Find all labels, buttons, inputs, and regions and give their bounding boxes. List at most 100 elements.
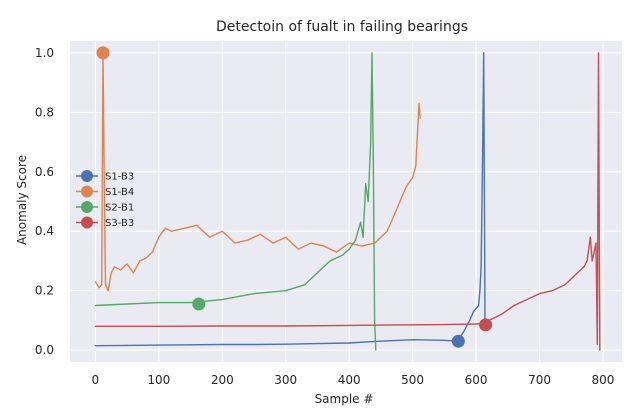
data-point-s1-b4 — [120, 269, 122, 271]
data-point-s1-b3 — [412, 339, 414, 341]
data-point-s1-b4 — [110, 272, 112, 274]
data-point-s1-b4 — [348, 242, 350, 244]
data-point-s3-b3 — [538, 293, 541, 295]
data-point-s1-b4 — [392, 215, 395, 217]
data-point-s1-b4 — [272, 242, 274, 244]
data-point-s1-b3 — [462, 331, 464, 333]
data-point-s1-b4 — [285, 236, 287, 238]
data-point-s2-b1 — [158, 301, 160, 304]
data-point-s3-b3 — [597, 52, 600, 54]
data-point-s1-b3 — [285, 343, 287, 345]
data-point-s1-b3 — [443, 339, 445, 341]
data-point-s3-b3 — [500, 313, 503, 316]
data-point-s2-b1 — [285, 290, 287, 292]
data-point-s1-b4 — [145, 257, 147, 259]
data-point-s2-b1 — [362, 236, 364, 238]
data-point-s3-b3 — [593, 251, 595, 253]
data-point-s1-b4 — [113, 266, 116, 268]
data-point-s3-b3 — [285, 325, 287, 327]
data-point-s2-b1 — [189, 301, 192, 304]
legend-marker-s2-b1 — [81, 201, 93, 213]
plot-area — [70, 41, 622, 362]
data-point-s1-b4 — [297, 248, 300, 250]
data-point-s1-b4 — [412, 177, 414, 179]
x-tick-label: 500 — [401, 373, 424, 387]
series-line-s2-b1 — [95, 52, 377, 351]
data-point-s1-b4 — [259, 233, 261, 235]
data-point-s1-b4 — [399, 200, 401, 203]
data-point-s3-b3 — [348, 324, 350, 327]
data-point-s1-b4 — [323, 245, 325, 247]
data-point-s1-b4 — [164, 227, 166, 229]
data-point-s3-b3 — [94, 325, 96, 327]
legend-marker-s1-b4 — [81, 185, 93, 198]
x-tick-label: 700 — [528, 373, 551, 387]
data-point-s2-b1 — [370, 141, 372, 143]
x-tick-label: 200 — [211, 373, 234, 387]
data-point-s1-b4 — [196, 224, 198, 226]
data-point-s1-b4 — [221, 230, 223, 232]
y-tick-label: 0.6 — [35, 165, 54, 179]
tick-labels: 0 100 200 300 400 500 600 700 800 0.0 0.2 0.4 0.6 0.8… — [35, 46, 615, 387]
data-point-s1-b3 — [189, 344, 192, 346]
legend-label-s3-b3: S3-B3 — [105, 218, 134, 229]
series-markers — [96, 46, 493, 348]
y-tick-label: 0.8 — [35, 105, 54, 119]
data-point-s1-b4 — [234, 242, 236, 244]
legend-label-s1-b4: S1-B4 — [105, 187, 134, 198]
data-point-s1-b4 — [208, 236, 211, 238]
data-point-s3-b3 — [551, 290, 553, 292]
data-point-s1-b3 — [221, 343, 223, 346]
data-point-s2-b1 — [375, 349, 377, 351]
data-point-s1-b4 — [132, 272, 135, 274]
data-point-s1-b4 — [98, 287, 100, 289]
data-point-s1-b4 — [104, 284, 107, 286]
data-point-s1-b4 — [419, 117, 421, 119]
data-point-s2-b1 — [367, 200, 369, 203]
data-point-s3-b3 — [158, 325, 160, 327]
data-point-s2-b1 — [373, 319, 376, 321]
data-point-s3-b3 — [595, 242, 597, 244]
data-point-s2-b1 — [304, 284, 306, 286]
data-point-s1-b4 — [126, 263, 128, 265]
chart-title: Detectoin of fualt in failing bearings — [216, 19, 468, 35]
data-point-s2-b1 — [348, 248, 350, 250]
data-point-s3-b3 — [564, 284, 566, 286]
data-point-s1-b3 — [475, 307, 477, 310]
data-point-s1-b3 — [478, 304, 480, 307]
data-point-s1-b3 — [483, 52, 485, 54]
series-line-s3-b3 — [95, 52, 601, 351]
data-point-s1-b3 — [253, 343, 255, 346]
marker-s2-b1 — [192, 297, 206, 311]
data-point-s1-b4 — [158, 236, 160, 238]
legend-marker-s1-b3 — [81, 170, 93, 182]
data-point-s1-b3 — [480, 266, 482, 268]
x-axis-label: Sample # — [315, 392, 374, 406]
legend-marker-s3-b3 — [81, 216, 93, 229]
data-point-s3-b3 — [586, 260, 588, 262]
series-line-s1-b3 — [95, 52, 486, 347]
data-point-s1-b4 — [103, 186, 105, 188]
y-tick-label: 0.0 — [35, 343, 54, 357]
data-point-s2-b1 — [342, 254, 344, 256]
data-point-s2-b1 — [253, 293, 255, 295]
data-point-s2-b1 — [221, 298, 223, 301]
legend-label-s1-b3: S1-B3 — [105, 172, 134, 183]
data-point-s3-b3 — [412, 324, 414, 326]
data-point-s1-b4 — [170, 230, 173, 232]
data-point-s1-b3 — [367, 341, 369, 343]
x-tick-label: 300 — [274, 373, 297, 387]
data-point-s3-b3 — [576, 272, 579, 274]
data-point-s1-b3 — [479, 290, 481, 292]
data-point-s2-b1 — [354, 239, 357, 241]
x-tick-label: 600 — [465, 373, 488, 387]
data-point-s1-b4 — [107, 290, 109, 292]
data-point-s3-b3 — [589, 236, 591, 238]
data-point-s3-b3 — [526, 298, 528, 301]
data-point-s1-b4 — [418, 102, 420, 105]
data-point-s1-b3 — [481, 171, 484, 173]
y-tick-label: 1.0 — [35, 46, 54, 60]
legend-label-s2-b1: S2-B1 — [105, 203, 134, 214]
data-point-s2-b1 — [365, 183, 367, 185]
